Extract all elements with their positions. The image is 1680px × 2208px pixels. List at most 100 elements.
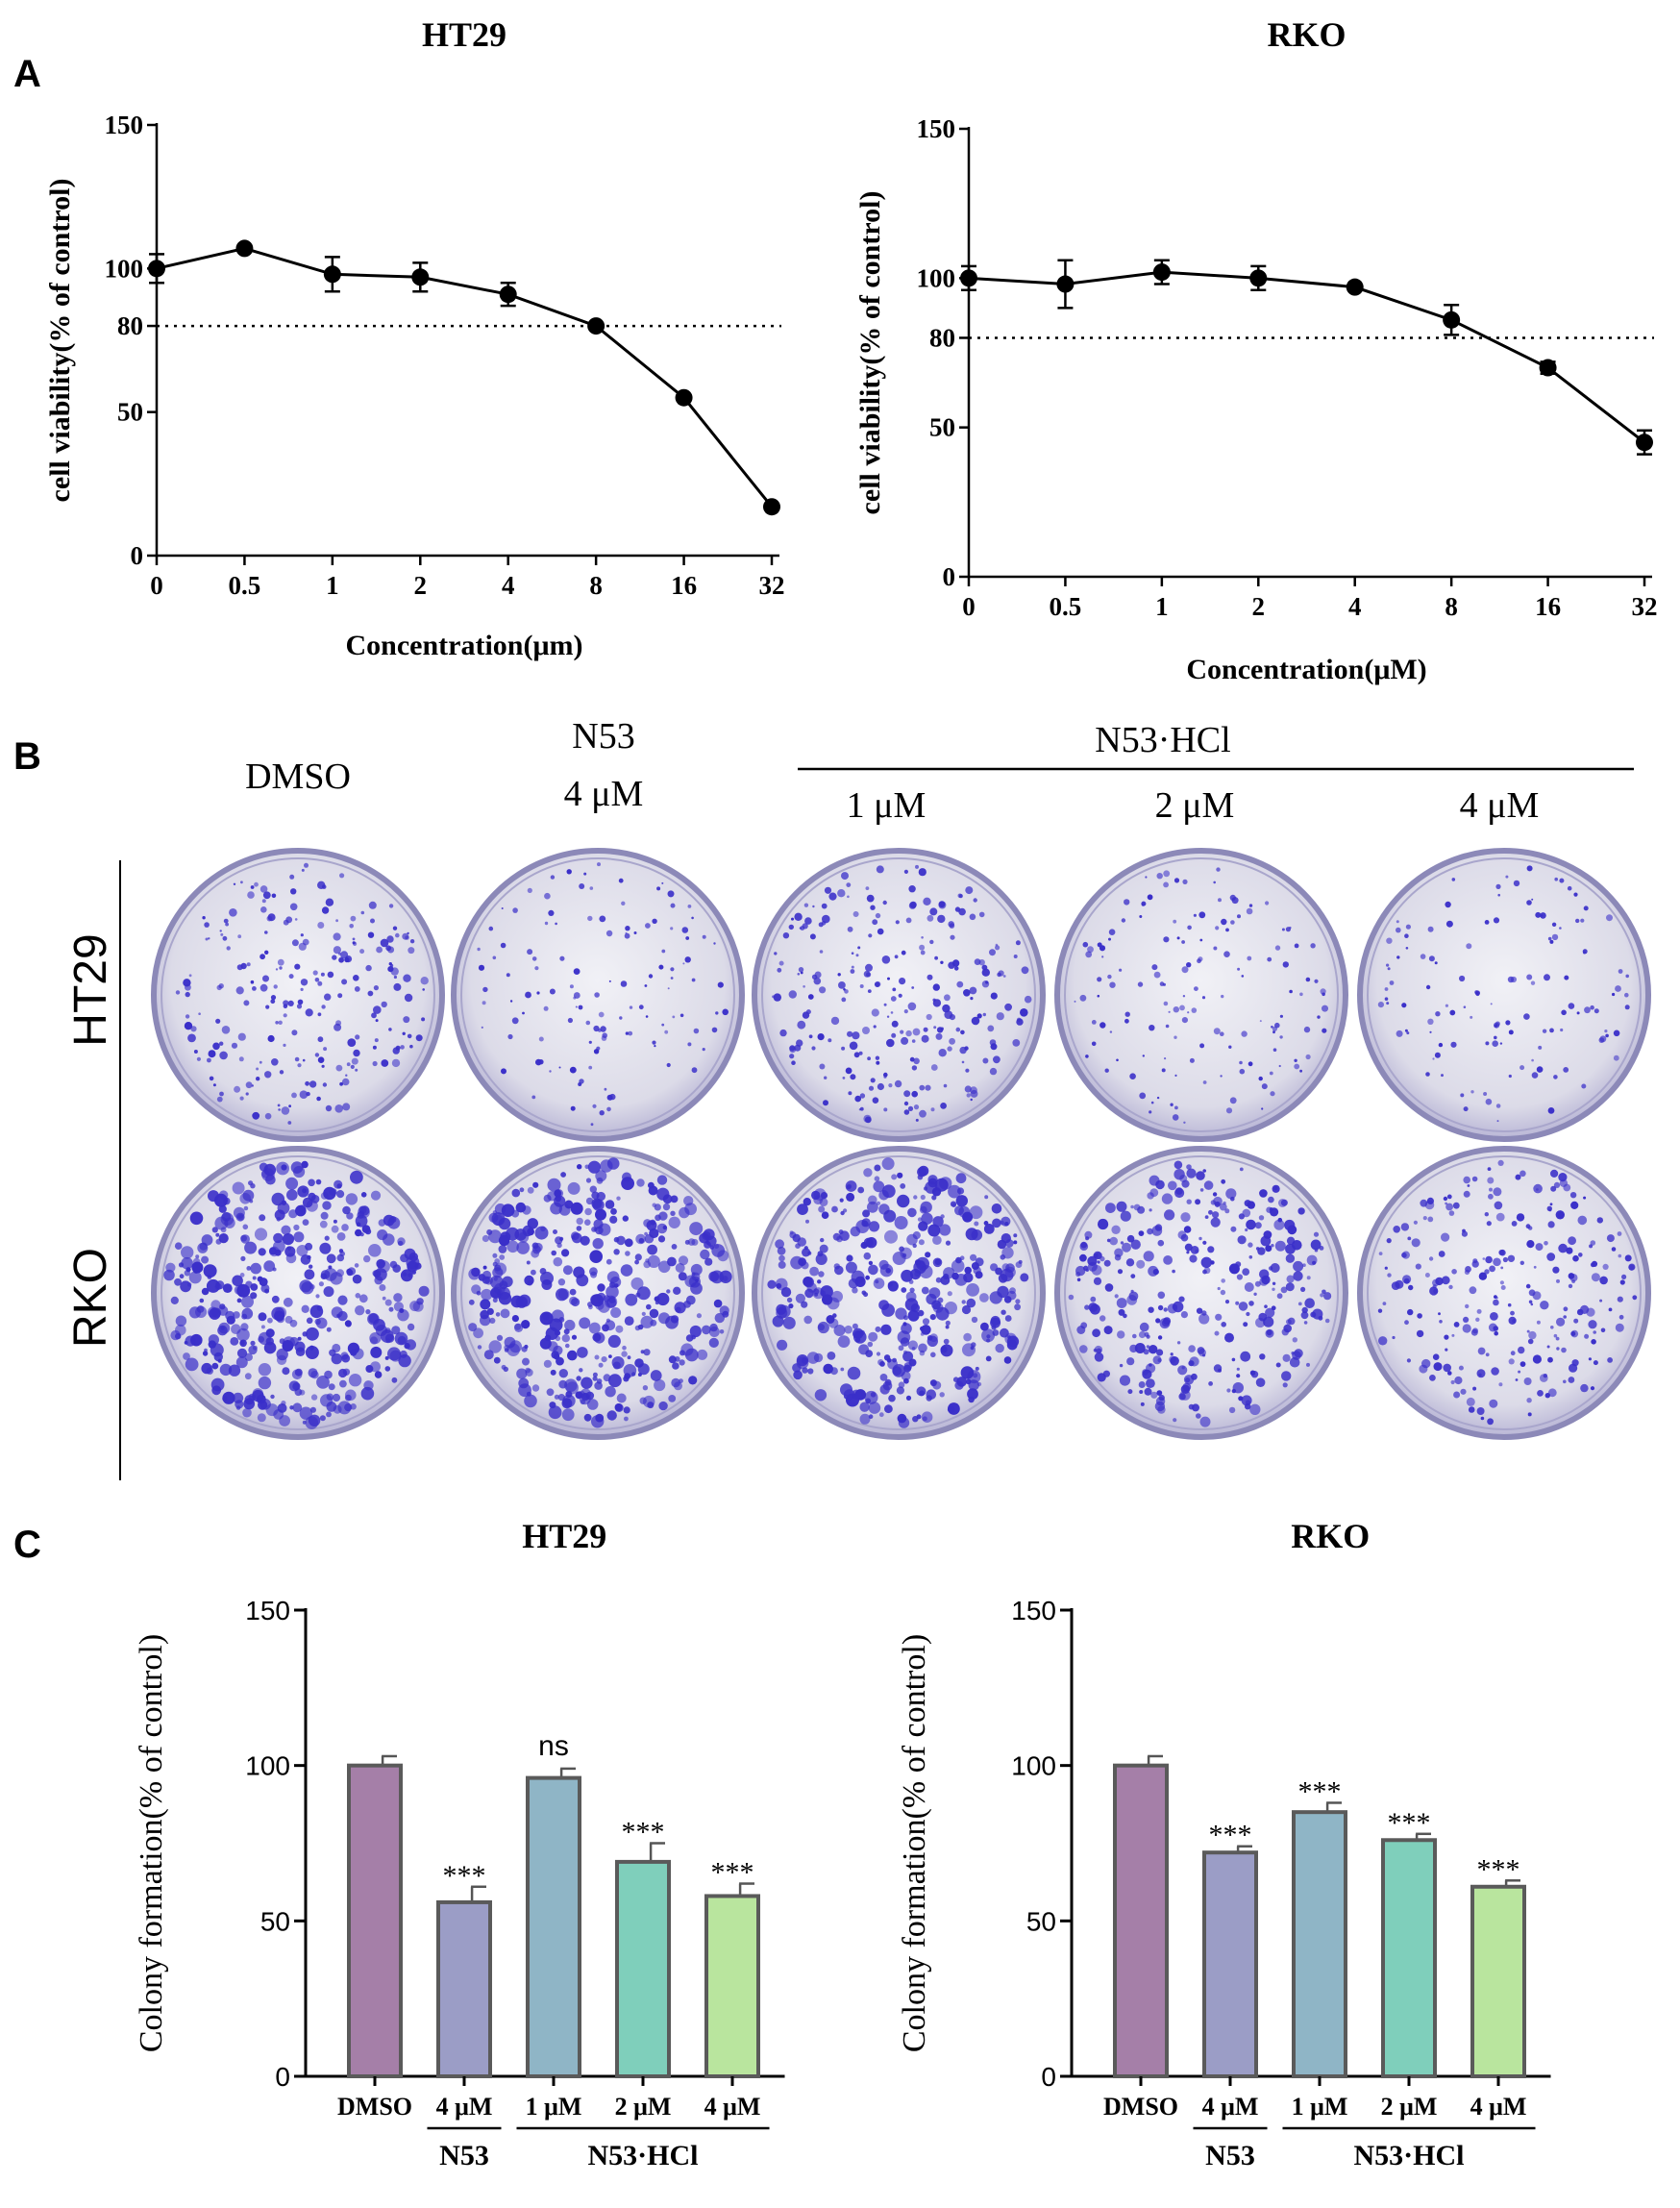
colony: [391, 1377, 398, 1383]
colony: [970, 997, 974, 1001]
colony: [1208, 1381, 1213, 1386]
colony: [585, 1197, 594, 1205]
colony: [990, 1263, 999, 1272]
colony: [1494, 1035, 1497, 1040]
colony: [625, 1293, 638, 1306]
colony: [337, 1295, 348, 1305]
colony: [1305, 1054, 1311, 1060]
colony: [1563, 1306, 1569, 1312]
colony: [228, 1364, 241, 1377]
colony: [210, 1307, 222, 1318]
colony: [1427, 1018, 1434, 1026]
colony: [1154, 1224, 1163, 1231]
colony: [252, 1111, 260, 1120]
y-tick-label: 100: [917, 263, 956, 292]
colony: [1613, 1030, 1620, 1037]
colony: [1519, 1260, 1525, 1266]
colony: [1221, 1278, 1225, 1283]
colony: [938, 901, 946, 908]
colony: [863, 1168, 873, 1178]
colony: [1463, 1176, 1470, 1184]
colony: [533, 1242, 543, 1253]
colony: [558, 1369, 568, 1378]
colony: [715, 1011, 719, 1015]
colony: [225, 922, 230, 927]
colony: [553, 1256, 563, 1267]
colony: [1197, 958, 1201, 964]
colony: [567, 1350, 578, 1361]
colony: [352, 1274, 362, 1284]
colony: [544, 892, 551, 900]
colony: [851, 952, 854, 955]
colony: [516, 1368, 528, 1379]
colony: [1564, 975, 1569, 980]
colony: [837, 973, 841, 977]
colony: [1124, 1018, 1129, 1024]
colony: [1217, 1286, 1221, 1291]
data-point: [763, 498, 780, 516]
colony: [879, 1361, 885, 1367]
colony: [877, 1082, 885, 1091]
colony: [265, 1005, 270, 1009]
colony: [290, 888, 297, 895]
x-tick-label: DMSO: [1103, 2093, 1178, 2121]
colony: [384, 1366, 391, 1372]
colony: [1199, 1188, 1204, 1192]
petri-dish: [1357, 848, 1651, 1142]
colony: [1617, 1231, 1622, 1236]
colony: [817, 1321, 829, 1334]
colony: [376, 946, 383, 954]
colony: [1091, 1264, 1102, 1276]
colony: [1480, 1416, 1485, 1421]
colony: [1470, 1015, 1473, 1019]
colony: [627, 1355, 631, 1360]
bar: [1202, 1850, 1258, 2078]
colony: [308, 1414, 321, 1427]
colony: [868, 1260, 874, 1266]
colony: [1549, 939, 1554, 944]
colony: [652, 1040, 656, 1045]
colony: [1225, 928, 1229, 932]
colony: [624, 1238, 633, 1248]
colony: [1016, 1017, 1022, 1023]
colony: [678, 1272, 687, 1281]
colony: [294, 963, 301, 970]
colony: [1400, 1223, 1410, 1231]
colony: [1133, 1203, 1141, 1211]
colony: [301, 1160, 309, 1169]
colony: [389, 1350, 402, 1362]
colony: [1558, 1173, 1568, 1182]
colony: [919, 1205, 927, 1214]
colony: [403, 1016, 410, 1024]
colony: [878, 1412, 884, 1418]
colony: [970, 1253, 977, 1261]
colony: [1584, 1006, 1591, 1014]
colony: [1170, 1103, 1174, 1106]
colony: [373, 985, 379, 991]
colony: [713, 942, 716, 945]
colony: [978, 959, 985, 966]
colony: [299, 1406, 312, 1420]
colony: [1468, 1406, 1475, 1413]
colony: [619, 1016, 623, 1020]
colony: [326, 1411, 332, 1418]
colony: [1156, 873, 1163, 880]
colony: [1174, 1169, 1185, 1180]
colony: [1454, 1376, 1463, 1385]
colony: [334, 1104, 344, 1113]
colony: [1163, 936, 1170, 943]
colony: [395, 932, 400, 938]
colony: [288, 1209, 298, 1219]
colony: [388, 904, 394, 908]
row-label-rko: RKO: [65, 1248, 116, 1348]
colony: [239, 1096, 244, 1101]
colony: [920, 950, 926, 955]
colony: [798, 967, 804, 973]
colony: [1161, 1319, 1170, 1327]
colony: [668, 1355, 677, 1364]
colony: [1129, 1073, 1136, 1079]
colony: [1377, 1308, 1383, 1313]
colony: [709, 1323, 718, 1332]
colony: [319, 1415, 326, 1422]
